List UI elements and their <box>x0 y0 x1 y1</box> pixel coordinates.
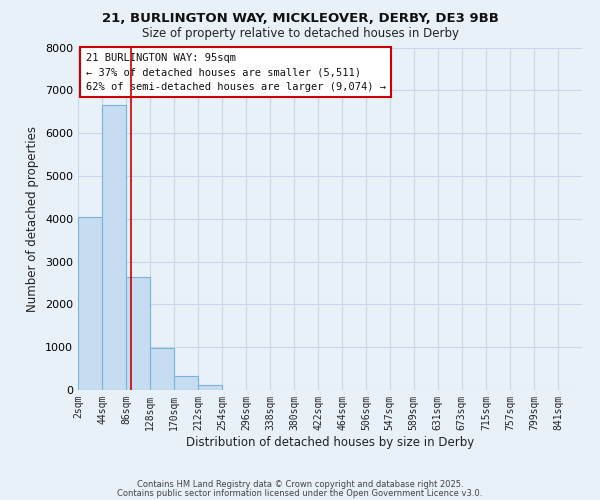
X-axis label: Distribution of detached houses by size in Derby: Distribution of detached houses by size … <box>186 436 474 448</box>
Text: 21, BURLINGTON WAY, MICKLEOVER, DERBY, DE3 9BB: 21, BURLINGTON WAY, MICKLEOVER, DERBY, D… <box>101 12 499 26</box>
Text: Contains HM Land Registry data © Crown copyright and database right 2025.: Contains HM Land Registry data © Crown c… <box>137 480 463 489</box>
Bar <box>127 276 150 390</box>
Text: Contains public sector information licensed under the Open Government Licence v3: Contains public sector information licen… <box>118 488 482 498</box>
Bar <box>175 376 198 390</box>
Bar <box>78 216 102 390</box>
Text: 21 BURLINGTON WAY: 95sqm
← 37% of detached houses are smaller (5,511)
62% of sem: 21 BURLINGTON WAY: 95sqm ← 37% of detach… <box>86 52 386 92</box>
Text: Size of property relative to detached houses in Derby: Size of property relative to detached ho… <box>142 28 458 40</box>
Bar <box>103 106 126 390</box>
Bar <box>199 386 222 390</box>
Bar <box>151 348 174 390</box>
Y-axis label: Number of detached properties: Number of detached properties <box>26 126 40 312</box>
